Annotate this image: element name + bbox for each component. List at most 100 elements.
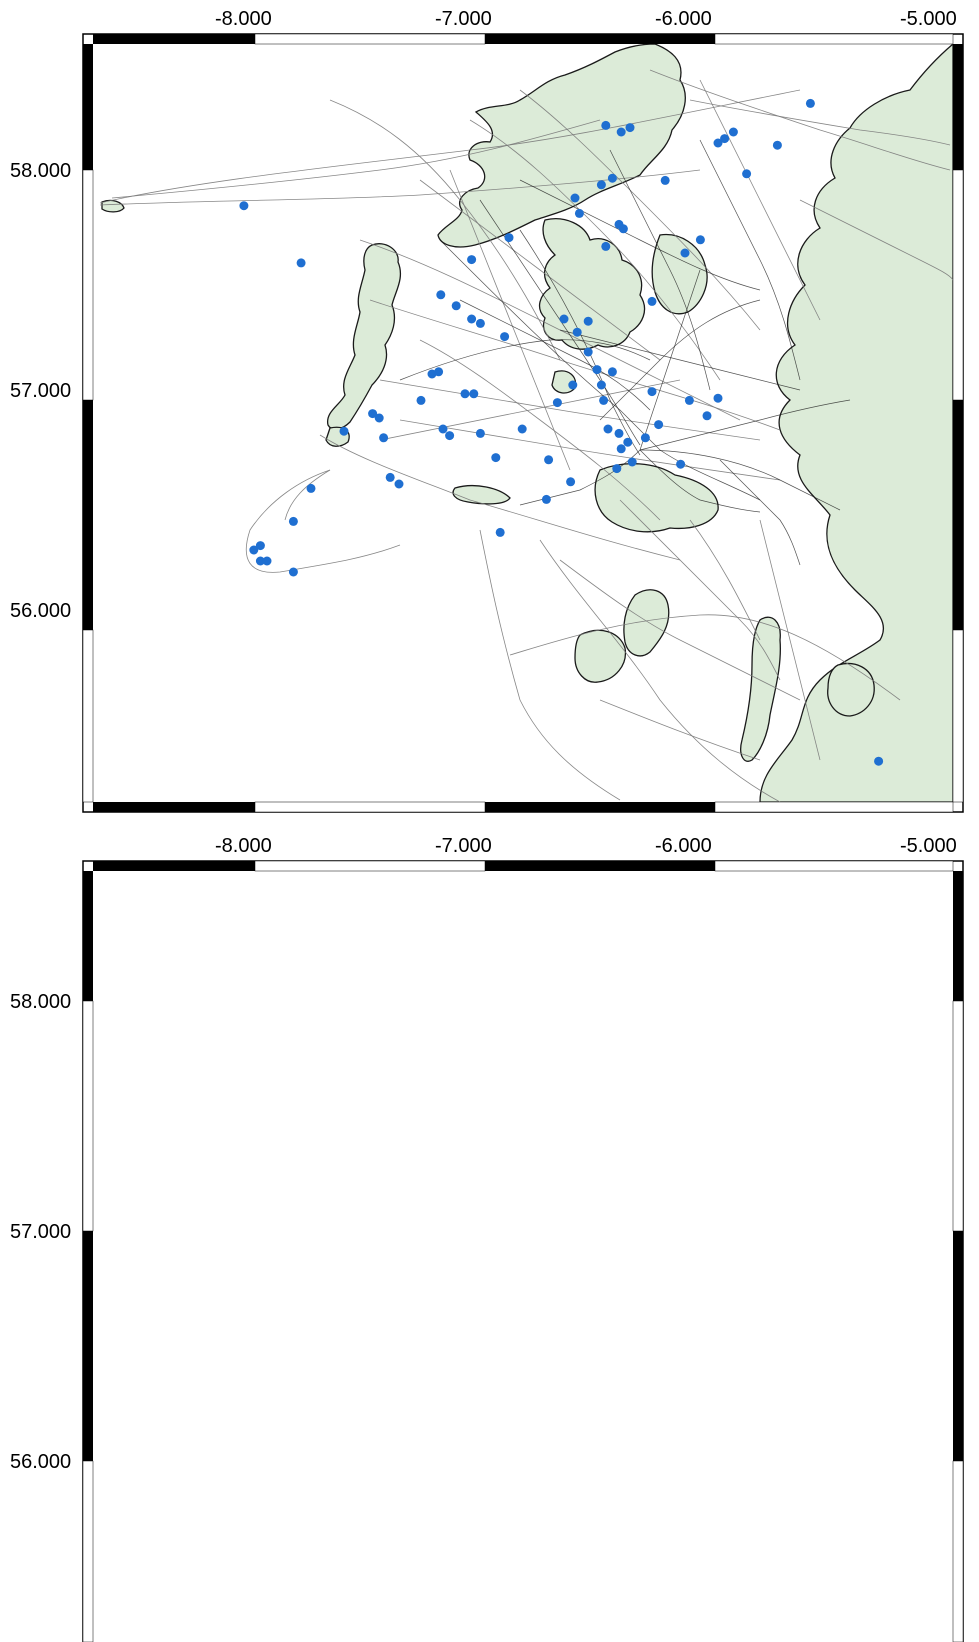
vessel-tracks-top <box>99 69 953 802</box>
axis-labels-bottom: -8.000 -7.000 -6.000 -5.000 58.000 57.00… <box>10 835 957 1473</box>
blue-marker <box>742 169 752 179</box>
map-panel-bottom: -8.000 -7.000 -6.000 -5.000 58.000 57.00… <box>10 835 964 1642</box>
blue-marker <box>559 314 569 324</box>
x-tick-label: -8.000 <box>215 835 272 857</box>
y-tick-label: 56.000 <box>10 1451 71 1473</box>
blue-marker <box>599 395 609 405</box>
blue-marker <box>583 316 593 326</box>
blue-marker <box>467 255 477 265</box>
blue-marker <box>647 296 657 306</box>
blue-marker <box>713 393 723 403</box>
blue-marker <box>504 233 514 243</box>
blue-marker <box>592 365 602 375</box>
blue-marker <box>728 127 738 137</box>
blue-marker <box>451 301 461 311</box>
blue-marker <box>601 120 611 130</box>
blue-marker <box>288 567 298 577</box>
blue-marker <box>568 380 578 390</box>
blue-marker <box>874 756 884 766</box>
blue-marker <box>491 453 501 463</box>
blue-marker <box>616 444 626 454</box>
blue-marker <box>640 433 650 443</box>
blue-marker <box>306 483 316 493</box>
blue-marker <box>475 428 485 438</box>
y-tick-label: 58.000 <box>10 991 71 1013</box>
blue-marker <box>660 175 670 185</box>
blue-marker <box>607 367 617 377</box>
blue-marker <box>647 387 657 397</box>
blue-marker <box>627 457 637 467</box>
x-tick-label: -7.000 <box>435 835 492 857</box>
blue-marker <box>379 433 389 443</box>
land-mainland <box>759 44 953 802</box>
y-tick-label: 58.000 <box>10 160 71 182</box>
axis-labels-top: -8.000 -7.000 -6.000 -5.000 58.000 57.00… <box>10 8 957 622</box>
blue-marker <box>467 314 477 324</box>
blue-marker <box>654 420 664 430</box>
blue-marker <box>680 248 690 258</box>
x-tick-label: -5.000 <box>900 8 957 30</box>
blue-marker <box>416 395 426 405</box>
x-tick-label: -5.000 <box>900 835 957 857</box>
blue-marker <box>541 494 551 504</box>
blue-marker <box>570 193 580 203</box>
blue-marker <box>552 398 562 408</box>
blue-marker <box>239 201 249 211</box>
land-islay <box>574 629 627 683</box>
blue-marker-layer <box>239 98 884 766</box>
blue-marker <box>676 459 686 469</box>
blue-marker <box>695 235 705 245</box>
blue-marker <box>475 318 485 328</box>
blue-marker <box>625 123 635 133</box>
blue-marker <box>596 180 606 190</box>
blue-marker <box>601 241 611 251</box>
x-tick-label: -6.000 <box>655 835 712 857</box>
blue-marker <box>805 98 815 108</box>
blue-marker <box>612 464 622 474</box>
blue-marker <box>772 140 782 150</box>
blue-marker <box>262 556 272 566</box>
blue-marker <box>720 134 730 144</box>
blue-marker <box>614 428 624 438</box>
land-kintyre <box>740 616 781 762</box>
frame-bottom-map <box>82 860 964 1642</box>
blue-marker <box>249 545 259 555</box>
blue-marker <box>460 389 470 399</box>
y-tick-label: 57.000 <box>10 380 71 402</box>
blue-marker <box>434 367 444 377</box>
land-jura <box>623 589 670 657</box>
blue-marker <box>374 413 384 423</box>
blue-marker <box>394 479 404 489</box>
map-panel-top: -8.000 -7.000 -6.000 -5.000 58.000 57.00… <box>10 8 964 813</box>
land-lewis-harris <box>437 44 686 248</box>
blue-marker <box>368 409 378 419</box>
blue-marker <box>607 173 617 183</box>
blue-marker <box>255 541 265 551</box>
blue-marker <box>255 556 265 566</box>
blue-marker <box>517 424 527 434</box>
blue-marker <box>618 224 628 234</box>
land-arran <box>827 662 875 717</box>
blue-marker <box>713 138 723 148</box>
blue-marker <box>572 327 582 337</box>
blue-marker <box>339 426 349 436</box>
blue-marker <box>616 127 626 137</box>
blue-marker <box>702 411 712 421</box>
blue-marker <box>445 431 455 441</box>
blue-marker <box>603 424 613 434</box>
blue-marker <box>500 332 510 342</box>
blue-marker <box>574 208 584 218</box>
x-tick-label: -7.000 <box>435 8 492 30</box>
land-mull <box>594 463 719 533</box>
x-tick-label: -8.000 <box>215 8 272 30</box>
y-tick-label: 57.000 <box>10 1221 71 1243</box>
blue-marker <box>566 477 576 487</box>
blue-marker <box>684 395 694 405</box>
blue-marker <box>296 258 306 268</box>
blue-marker <box>623 437 633 447</box>
blue-marker <box>596 380 606 390</box>
blue-marker <box>385 472 395 482</box>
blue-marker <box>436 290 446 300</box>
blue-marker <box>469 389 479 399</box>
